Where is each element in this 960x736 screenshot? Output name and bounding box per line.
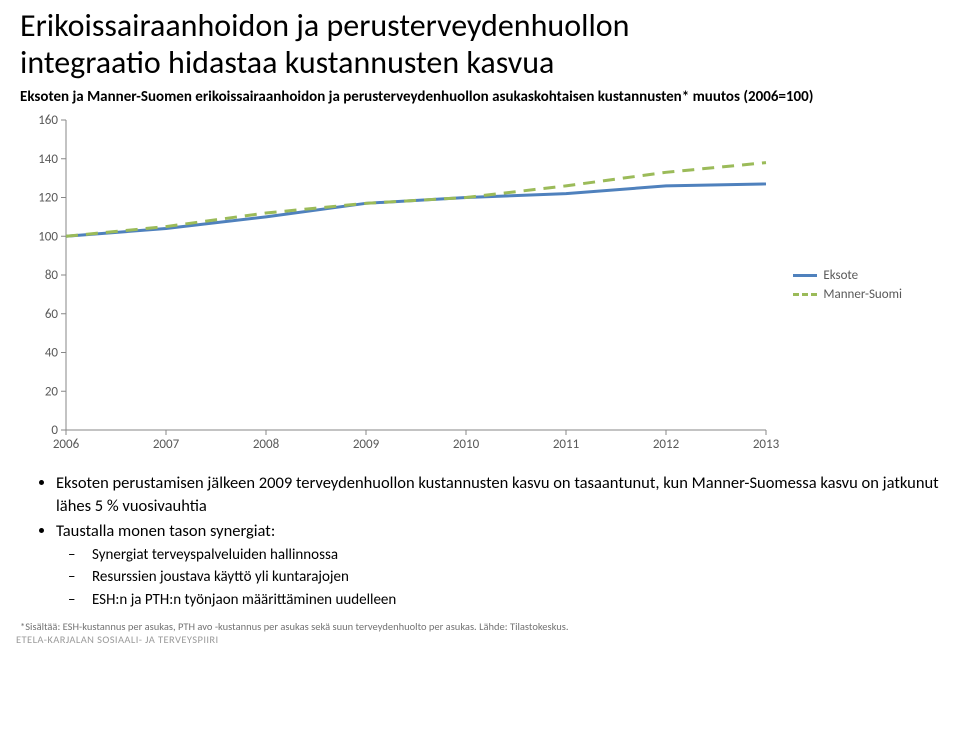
title-line-2: integraatio hidastaa kustannusten kasvua xyxy=(20,43,554,82)
footnote-text: *Sisältää: ESH-kustannus per asukas, PTH… xyxy=(20,620,569,633)
svg-text:2013: 2013 xyxy=(753,437,780,450)
bullet-item: Taustalla monen tason synergiat: xyxy=(56,520,940,542)
svg-text:2008: 2008 xyxy=(253,437,280,450)
sub-bullet-item: Resurssien joustava käyttö yli kuntarajo… xyxy=(92,567,940,587)
line-chart: Kustannusindeksi 02040608010012014016020… xyxy=(20,110,880,460)
chart-subtitle: Eksoten ja Manner-Suomen erikoissairaanh… xyxy=(20,88,940,107)
bullet-item: Eksoten perustamisen jälkeen 2009 tervey… xyxy=(56,472,940,517)
footnote: *Sisältää: ESH-kustannus per asukas, PTH… xyxy=(20,620,940,646)
svg-text:2012: 2012 xyxy=(653,437,680,450)
svg-text:100: 100 xyxy=(38,230,58,245)
sub-bullet-list: Synergiat terveyspalveluiden hallinnossa… xyxy=(92,545,940,610)
svg-text:60: 60 xyxy=(45,307,59,322)
svg-text:20: 20 xyxy=(45,385,59,400)
main-title: Erikoissairaanhoidon ja perusterveydenhu… xyxy=(20,8,940,82)
legend-swatch xyxy=(793,293,817,296)
svg-text:2011: 2011 xyxy=(553,437,579,450)
svg-text:80: 80 xyxy=(45,268,59,283)
legend-label: Manner-Suomi xyxy=(823,287,902,302)
sub-bullet-item: ESH:n ja PTH:n työnjaon määrittäminen uu… xyxy=(92,590,940,610)
chart-legend: Eksote Manner-Suomi xyxy=(793,264,902,306)
svg-text:40: 40 xyxy=(45,346,59,361)
svg-text:140: 140 xyxy=(38,152,58,167)
svg-text:160: 160 xyxy=(38,113,58,128)
bullet-list: Eksoten perustamisen jälkeen 2009 tervey… xyxy=(56,472,940,610)
svg-text:2006: 2006 xyxy=(53,437,80,450)
legend-swatch xyxy=(793,274,817,277)
svg-text:0: 0 xyxy=(51,423,58,438)
svg-text:2010: 2010 xyxy=(453,437,480,450)
svg-text:2009: 2009 xyxy=(353,437,380,450)
legend-item: Eksote xyxy=(793,268,902,283)
footnote-overlay: ETELA-KARJALAN SOSIAALI- JA TERVEYSPIIRI xyxy=(16,633,219,646)
legend-item: Manner-Suomi xyxy=(793,287,902,302)
svg-text:120: 120 xyxy=(38,191,58,206)
sub-bullet-item: Synergiat terveyspalveluiden hallinnossa xyxy=(92,545,940,565)
legend-label: Eksote xyxy=(823,268,858,283)
title-line-1: Erikoissairaanhoidon ja perusterveydenhu… xyxy=(20,6,629,45)
chart-svg: 0 20 40 60 80 100 120 140 160 2006 2007 2008 2009 201… xyxy=(20,110,780,450)
svg-text:2007: 2007 xyxy=(153,437,180,450)
